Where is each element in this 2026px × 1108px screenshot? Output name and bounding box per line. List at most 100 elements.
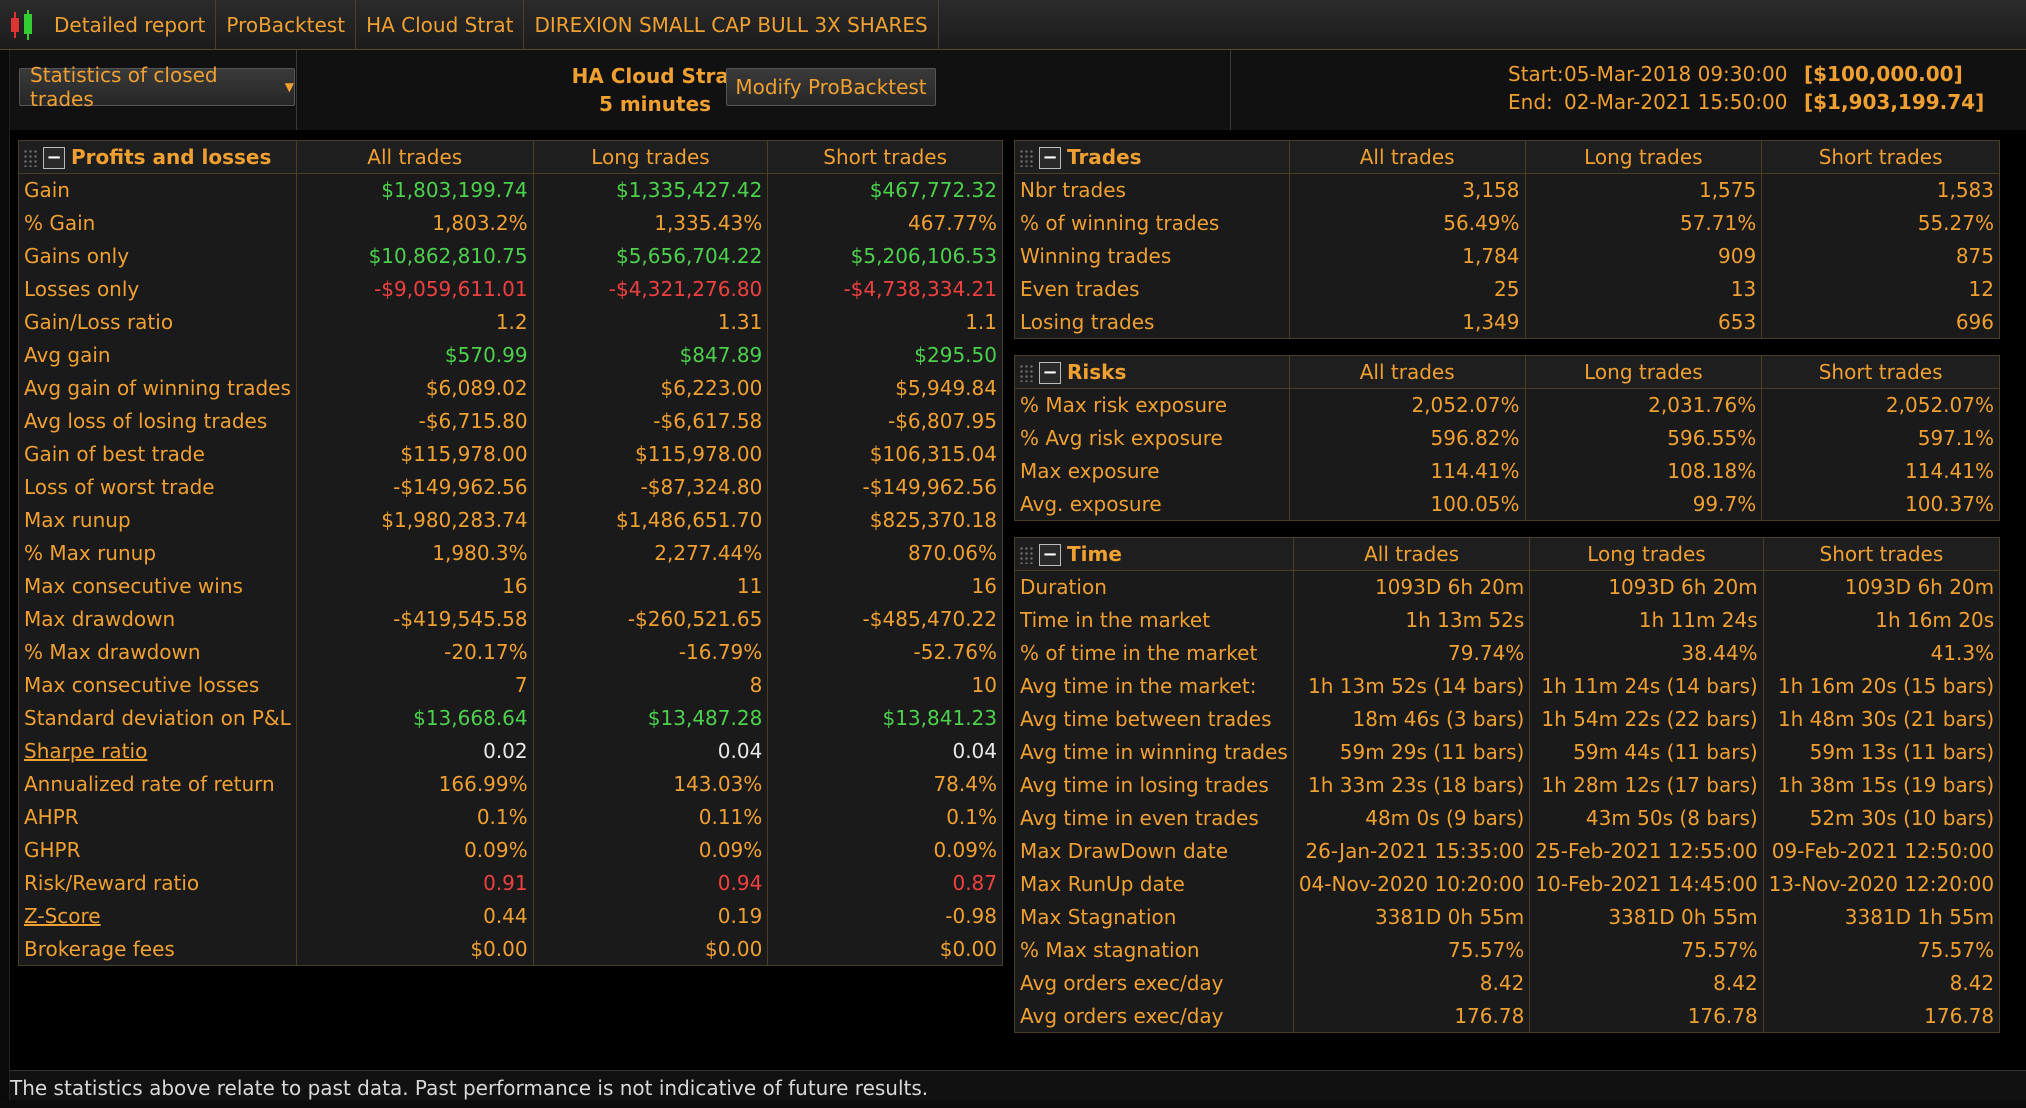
table-row: Losses only -$9,059,611.01 -$4,321,276.80-…: [18, 272, 1003, 306]
cell-value: 0.11%: [532, 800, 769, 834]
cell-value: 870.06%: [767, 536, 1003, 570]
start-capital: [$100,000.00]: [1804, 62, 1963, 86]
cell-value: 0.09%: [532, 833, 769, 867]
cell-value: 596.82%: [1288, 421, 1526, 455]
row-label: % Max stagnation: [1014, 933, 1294, 967]
cell-value: 18m 46s (3 bars): [1292, 702, 1531, 736]
cell-value: 59m 13s (11 bars): [1762, 735, 2001, 769]
end-label: End:: [1508, 90, 1553, 114]
row-label: Gains only: [18, 239, 297, 273]
row-label: Max exposure: [1014, 454, 1290, 488]
table-row: Max exposure 114.41% 108.18% 114.41%: [1014, 454, 2000, 488]
table-row: Avg gain of winning trades $6,089.02 $6,22…: [18, 371, 1003, 405]
modify-probacktest-button[interactable]: Modify ProBacktest: [726, 68, 936, 106]
row-label[interactable]: Sharpe ratio: [18, 734, 297, 768]
section-title: Time: [1067, 541, 1122, 566]
row-label: Gain of best trade: [18, 437, 297, 471]
row-label: Losing trades: [1014, 305, 1290, 339]
table-row: Avg gain $570.99 $847.89 $295.50: [18, 338, 1003, 372]
drag-handle-icon[interactable]: [1019, 364, 1035, 383]
cell-value: 8.42: [1762, 966, 2001, 1000]
cell-value: -52.76%: [767, 635, 1003, 669]
trades-table: − Trades All trades Long trades Short tra…: [1014, 140, 2000, 339]
cell-value: 1,349: [1288, 305, 1526, 339]
table-row: Gain/Loss ratio 1.2 1.31 1.1: [18, 305, 1003, 339]
table-row: Nbr trades 3,158 1,575 1,583: [1014, 173, 2000, 207]
cell-value: 41.3%: [1762, 636, 2001, 670]
cell-value: 1h 38m 15s (19 bars): [1762, 768, 2001, 802]
cell-value: $115,978.00: [532, 437, 769, 471]
cell-value: 1,583: [1761, 173, 2000, 207]
collapse-icon[interactable]: −: [1039, 362, 1061, 385]
column-header: All trades: [1288, 355, 1526, 389]
cell-value: 2,052.07%: [1288, 388, 1526, 422]
cell-value: 25: [1288, 272, 1526, 306]
row-label: Loss of worst trade: [18, 470, 297, 504]
row-label: Nbr trades: [1014, 173, 1290, 207]
drag-handle-icon[interactable]: [1019, 149, 1035, 168]
drag-handle-icon[interactable]: [1019, 546, 1035, 565]
cell-value: 2,277.44%: [532, 536, 769, 570]
table-row: Avg time in the market: 1h 13m 52s (14 ba…: [1014, 669, 2001, 703]
column-header: Short trades: [1761, 140, 2000, 174]
column-header: Long trades: [1529, 537, 1764, 571]
collapse-icon[interactable]: −: [43, 147, 65, 170]
cell-value: 3381D 0h 55m: [1292, 900, 1531, 934]
cell-value: $295.50: [767, 338, 1003, 372]
start-label: Start:: [1508, 62, 1564, 86]
cell-value: 467.77%: [767, 206, 1003, 240]
cell-value: 25-Feb-2021 12:55:00: [1529, 834, 1764, 868]
cell-value: -20.17%: [295, 635, 534, 669]
cell-value: 09-Feb-2021 12:50:00: [1762, 834, 2001, 868]
cell-value: 114.41%: [1288, 454, 1526, 488]
cell-value: 1093D 6h 20m: [1529, 570, 1764, 604]
cell-value: 114.41%: [1761, 454, 2000, 488]
cell-value: 59m 44s (11 bars): [1529, 735, 1764, 769]
title-bar: Detailed report ProBacktest HA Cloud Str…: [0, 0, 2026, 50]
cell-value: -16.79%: [532, 635, 769, 669]
row-label: % Gain: [18, 206, 297, 240]
cell-value: 75.57%: [1762, 933, 2001, 967]
table-row: Avg time in losing trades 1h 33m 23s (18 …: [1014, 768, 2001, 802]
table-row: Gains only $10,862,810.75 $5,656,704.22 $5,…: [18, 239, 1003, 273]
cell-value: 75.57%: [1529, 933, 1764, 967]
cell-value: $1,980,283.74: [295, 503, 534, 537]
cell-value: 1,784: [1288, 239, 1526, 273]
cell-value: 26-Jan-2021 15:35:00: [1292, 834, 1531, 868]
row-label: Avg time in losing trades: [1014, 768, 1294, 802]
cell-value: 0.87: [767, 866, 1003, 900]
collapse-icon[interactable]: −: [1039, 147, 1061, 170]
row-label: Max RunUp date: [1014, 867, 1294, 901]
tab-probacktest[interactable]: ProBacktest: [216, 0, 357, 50]
cell-value: $1,803,199.74: [295, 173, 534, 207]
tab-detailed-report[interactable]: Detailed report: [44, 0, 217, 50]
cell-value: $0.00: [295, 932, 534, 966]
tab-strategy[interactable]: HA Cloud Strat: [356, 0, 525, 50]
cell-value: 1h 16m 20s (15 bars): [1762, 669, 2001, 703]
backtest-period: Start: 05-Mar-2018 09:30:00 [$100,000.00…: [1508, 60, 1984, 116]
row-label[interactable]: Z-Score: [18, 899, 297, 933]
cell-value: 176.78: [1762, 999, 2001, 1033]
row-label: Time in the market: [1014, 603, 1294, 637]
cell-value: 176.78: [1292, 999, 1531, 1033]
collapse-icon[interactable]: −: [1039, 544, 1061, 567]
section-header: − Risks: [1014, 355, 1290, 389]
cell-value: -$6,617.58: [532, 404, 769, 438]
row-label: % Max risk exposure: [1014, 388, 1290, 422]
column-header: All trades: [1288, 140, 1526, 174]
table-row: % Max drawdown -20.17% -16.79% -52.76%: [18, 635, 1003, 669]
cell-value: 597.1%: [1761, 421, 2000, 455]
cell-value: 100.05%: [1288, 487, 1526, 521]
tab-instrument[interactable]: DIREXION SMALL CAP BULL 3X SHARES: [524, 0, 939, 50]
cell-value: $6,223.00: [532, 371, 769, 405]
section-title: Risks: [1067, 359, 1127, 384]
statistics-type-dropdown[interactable]: Statistics of closed trades ▼: [19, 63, 295, 111]
cell-value: $847.89: [532, 338, 769, 372]
cell-value: $13,841.23: [767, 701, 1003, 735]
cell-value: 3381D 1h 55m: [1762, 900, 2001, 934]
column-header: Short trades: [1762, 537, 2001, 571]
table-row: Max drawdown -$419,545.58 -$260,521.65 -$48…: [18, 602, 1003, 636]
table-row: Losing trades 1,349 653 696: [1014, 305, 2000, 339]
drag-handle-icon[interactable]: [23, 149, 39, 168]
cell-value: 1h 11m 24s (14 bars): [1529, 669, 1764, 703]
